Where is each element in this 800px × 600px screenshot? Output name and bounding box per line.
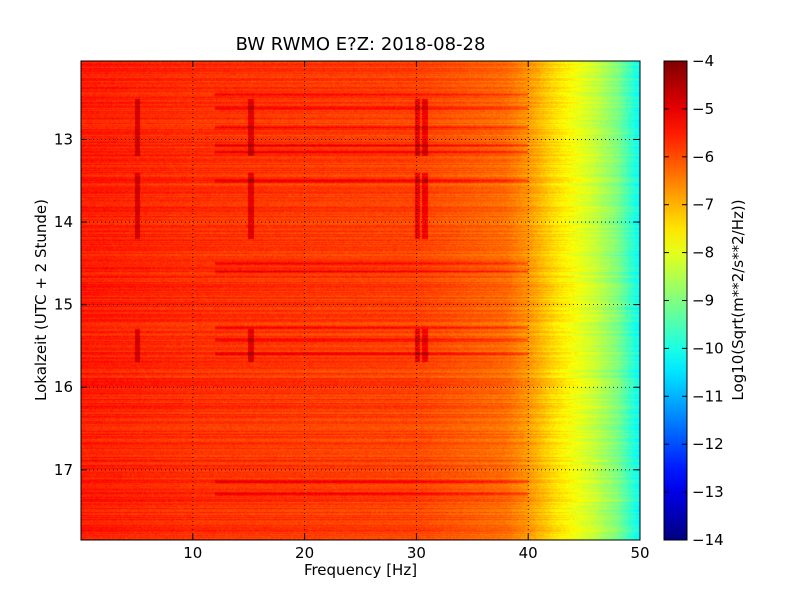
colorbar-tick-label: −11 (692, 387, 724, 405)
colorbar-tick-label: −10 (692, 339, 724, 357)
colorbar-label: Log10(Sqrt(m**2/s**2/Hz)) (729, 199, 747, 401)
x-axis-label: Frequency [Hz] (303, 561, 418, 579)
colorbar-tick-label: −6 (692, 148, 714, 166)
x-tick-label: 50 (630, 544, 649, 562)
colorbar-tick-label: −14 (692, 531, 724, 549)
plot-frame (80, 60, 641, 541)
y-tick-label: 17 (54, 461, 73, 479)
y-axis-label: Lokalzeit (UTC + 2 Stunde) (32, 199, 50, 401)
y-tick-label: 15 (54, 296, 73, 314)
colorbar-tick-label: −4 (692, 52, 714, 70)
colorbar-tick-label: −9 (692, 292, 714, 310)
x-tick-label: 10 (183, 544, 202, 562)
colorbar-tick-label: −8 (692, 244, 714, 262)
spectrogram-heatmap (81, 61, 640, 540)
colorbar-tick-label: −7 (692, 196, 714, 214)
y-tick-label: 14 (54, 213, 73, 231)
y-tick-label: 13 (54, 130, 73, 148)
x-tick-label: 30 (407, 544, 426, 562)
x-tick-label: 20 (295, 544, 314, 562)
colorbar-tick-label: −12 (692, 435, 724, 453)
x-tick-label: 40 (519, 544, 538, 562)
colorbar-tick-label: −5 (692, 100, 714, 118)
y-tick-label: 16 (54, 378, 73, 396)
colorbar-tick-label: −13 (692, 483, 724, 501)
chart-title: BW RWMO E?Z: 2018-08-28 (235, 34, 486, 55)
